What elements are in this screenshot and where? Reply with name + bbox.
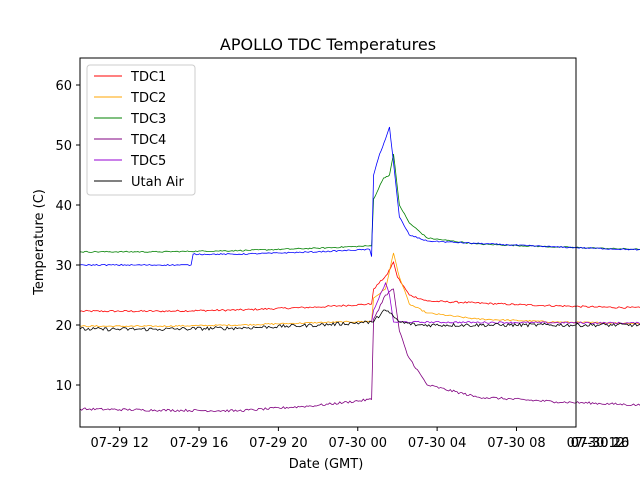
series-line-utah-air xyxy=(79,309,640,332)
y-axis-title: Temperature (C) xyxy=(32,189,47,296)
series-line-tdc5 xyxy=(371,281,640,325)
series-line-tdc1 xyxy=(79,260,640,313)
x-tick-label: 07-30 00 xyxy=(329,436,387,451)
plot-frame xyxy=(79,57,577,428)
series-line-tdc4 xyxy=(79,288,640,413)
legend-label: TDC4 xyxy=(130,133,166,148)
x-tick-label: 07-30 12 xyxy=(567,436,625,451)
legend-label: TDC1 xyxy=(130,70,166,85)
series-line-tdc2 xyxy=(80,252,640,328)
y-tick-label: 20 xyxy=(55,319,72,334)
y-tick-label: 30 xyxy=(55,259,72,274)
y-tick-label: 50 xyxy=(55,139,72,154)
x-tick-label: 07-30 04 xyxy=(408,436,466,451)
legend-label: TDC3 xyxy=(130,112,166,127)
x-tick-label: 07-30 20 xyxy=(571,436,629,451)
series-line-unlabeled-6 xyxy=(79,126,640,267)
legend-label: TDC2 xyxy=(130,91,166,106)
series-line-tdc3 xyxy=(79,153,640,253)
x-axis-title: Date (GMT) xyxy=(289,457,364,472)
x-axis: 07-29 12 07-29 16 07-29 20 07-30 00 07-30 04… xyxy=(90,427,629,451)
y-axis: 10 20 30 40 50 60 xyxy=(55,79,80,394)
legend: TDC1 TDC2 TDC3 TDC4 TDC5 Utah Air xyxy=(86,64,196,196)
x-tick-label: 07-30 16 xyxy=(571,436,629,451)
x-tick-label: 07-29 12 xyxy=(90,436,148,451)
y-tick-label: 10 xyxy=(55,379,72,394)
y-tick-label: 40 xyxy=(55,199,72,214)
legend-label: TDC5 xyxy=(130,154,166,169)
x-tick-label: 07-30 08 xyxy=(487,436,545,451)
x-tick-label: 07-29 16 xyxy=(170,436,228,451)
legend-label: Utah Air xyxy=(131,175,184,190)
chart-title: APOLLO TDC Temperatures xyxy=(220,35,436,54)
y-tick-label: 60 xyxy=(55,79,72,94)
series-layer xyxy=(79,126,640,413)
x-tick-label: 07-29 20 xyxy=(249,436,307,451)
